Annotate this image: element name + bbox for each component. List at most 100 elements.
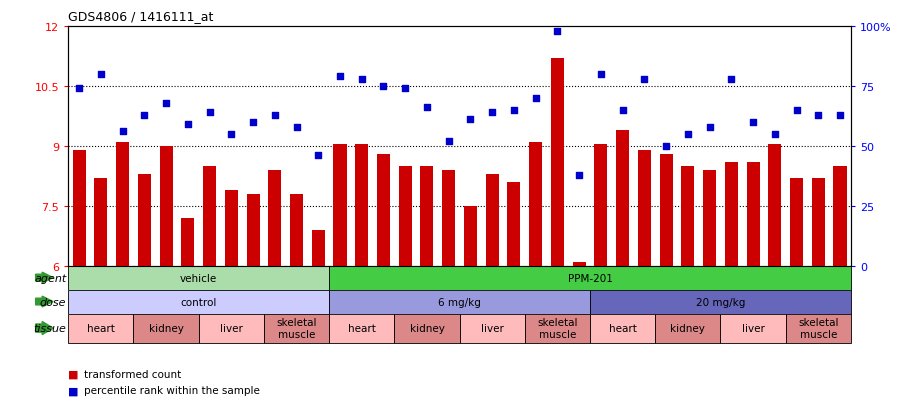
Point bbox=[745, 119, 760, 126]
Text: kidney: kidney bbox=[410, 323, 444, 333]
Bar bbox=[95, 178, 107, 266]
Bar bbox=[834, 166, 846, 266]
Bar bbox=[572, 262, 586, 266]
Text: ■: ■ bbox=[68, 369, 82, 379]
Bar bbox=[399, 166, 411, 266]
Text: control: control bbox=[180, 297, 217, 307]
Text: transformed count: transformed count bbox=[84, 369, 181, 379]
Bar bbox=[724, 162, 738, 266]
Bar bbox=[508, 182, 521, 266]
Bar bbox=[203, 166, 216, 266]
Point bbox=[116, 129, 130, 135]
Bar bbox=[590, 314, 655, 343]
Bar bbox=[377, 154, 390, 266]
Text: skeletal
muscle: skeletal muscle bbox=[537, 318, 578, 339]
Point bbox=[463, 117, 478, 123]
Point bbox=[811, 112, 825, 119]
Point bbox=[180, 121, 195, 128]
Point bbox=[724, 76, 739, 83]
Point bbox=[224, 131, 238, 138]
Point bbox=[333, 74, 348, 81]
Point bbox=[637, 76, 652, 83]
Text: kidney: kidney bbox=[148, 323, 184, 333]
Point bbox=[376, 83, 390, 90]
Point bbox=[833, 112, 847, 119]
FancyArrow shape bbox=[35, 273, 53, 283]
Text: 6 mg/kg: 6 mg/kg bbox=[438, 297, 481, 307]
Bar bbox=[329, 266, 851, 290]
Point bbox=[289, 124, 304, 131]
Bar bbox=[682, 166, 694, 266]
Point bbox=[529, 95, 543, 102]
Bar bbox=[73, 150, 86, 266]
Bar bbox=[116, 142, 129, 266]
Bar bbox=[329, 314, 394, 343]
Bar bbox=[68, 314, 134, 343]
Point bbox=[72, 86, 86, 93]
Bar bbox=[529, 142, 542, 266]
Bar bbox=[785, 314, 851, 343]
Bar bbox=[790, 178, 803, 266]
FancyArrow shape bbox=[35, 297, 53, 307]
Point bbox=[550, 28, 564, 35]
Bar bbox=[703, 170, 716, 266]
Point bbox=[593, 71, 608, 78]
Point bbox=[767, 131, 782, 138]
Bar bbox=[268, 170, 281, 266]
Point bbox=[789, 107, 804, 114]
Bar bbox=[181, 218, 195, 266]
Bar bbox=[247, 194, 259, 266]
Bar bbox=[525, 314, 590, 343]
Bar bbox=[137, 174, 151, 266]
Text: liver: liver bbox=[742, 323, 764, 333]
Text: kidney: kidney bbox=[671, 323, 705, 333]
Bar bbox=[333, 145, 347, 266]
Text: PPM-201: PPM-201 bbox=[568, 273, 612, 283]
Text: GDS4806 / 1416111_at: GDS4806 / 1416111_at bbox=[68, 10, 214, 23]
Point bbox=[202, 109, 217, 116]
Bar bbox=[551, 59, 564, 266]
Point bbox=[355, 76, 369, 83]
Text: liver: liver bbox=[220, 323, 243, 333]
Point bbox=[441, 138, 456, 145]
Text: 20 mg/kg: 20 mg/kg bbox=[696, 297, 745, 307]
Text: heart: heart bbox=[87, 323, 115, 333]
Bar bbox=[420, 166, 433, 266]
Bar bbox=[594, 145, 607, 266]
Bar bbox=[616, 131, 629, 266]
Bar bbox=[68, 290, 329, 314]
Point bbox=[268, 112, 282, 119]
Bar bbox=[225, 190, 238, 266]
Bar bbox=[590, 290, 851, 314]
Bar bbox=[198, 314, 264, 343]
Bar bbox=[746, 162, 760, 266]
Bar bbox=[812, 178, 824, 266]
Bar bbox=[638, 150, 651, 266]
Text: agent: agent bbox=[35, 273, 66, 283]
Point bbox=[681, 131, 695, 138]
Bar bbox=[660, 154, 672, 266]
Point bbox=[311, 153, 326, 159]
Bar bbox=[355, 145, 369, 266]
Bar bbox=[312, 230, 325, 266]
Text: tissue: tissue bbox=[34, 323, 66, 333]
Bar bbox=[290, 194, 303, 266]
Bar bbox=[159, 146, 173, 266]
FancyArrow shape bbox=[35, 322, 53, 335]
Bar bbox=[442, 170, 455, 266]
Text: vehicle: vehicle bbox=[180, 273, 217, 283]
Bar bbox=[134, 314, 198, 343]
Bar bbox=[264, 314, 329, 343]
Text: heart: heart bbox=[348, 323, 376, 333]
Bar bbox=[394, 314, 460, 343]
Point bbox=[94, 71, 108, 78]
Bar bbox=[768, 145, 782, 266]
Point bbox=[703, 124, 717, 131]
Point bbox=[246, 119, 260, 126]
Bar bbox=[655, 314, 721, 343]
Bar bbox=[721, 314, 785, 343]
Text: skeletal
muscle: skeletal muscle bbox=[798, 318, 838, 339]
Bar bbox=[464, 206, 477, 266]
Bar bbox=[329, 290, 590, 314]
Text: heart: heart bbox=[609, 323, 636, 333]
